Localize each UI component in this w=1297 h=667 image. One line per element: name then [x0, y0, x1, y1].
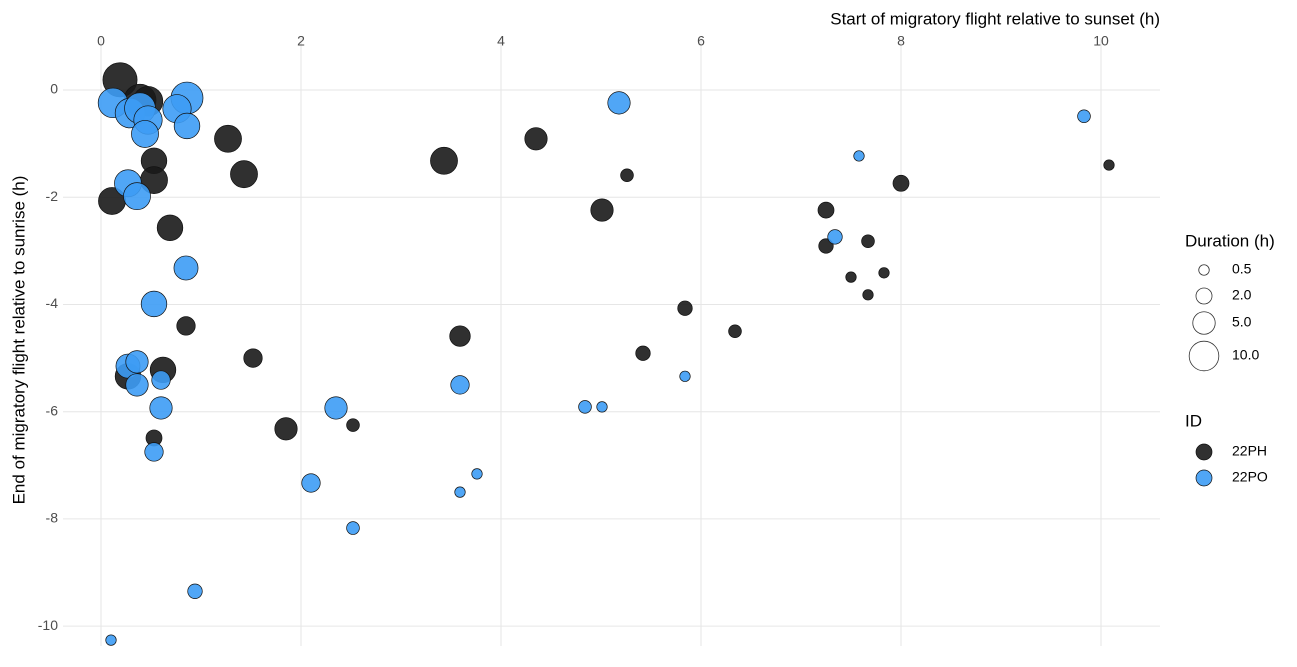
point — [853, 150, 865, 162]
x-tick-label: 6 — [697, 33, 705, 49]
size-legend-key — [1198, 264, 1210, 276]
point — [149, 396, 173, 420]
legend-key — [1195, 443, 1213, 461]
y-tick-label: -10 — [38, 617, 58, 633]
legend-label: 22PO — [1232, 469, 1268, 485]
point — [151, 370, 171, 390]
point — [1103, 159, 1115, 171]
point — [187, 583, 203, 599]
point — [818, 238, 834, 254]
point — [450, 375, 470, 395]
point — [862, 289, 874, 301]
point — [324, 396, 348, 420]
point — [817, 201, 835, 219]
point — [214, 124, 242, 153]
point — [861, 234, 875, 248]
y-tick-label: -4 — [46, 295, 59, 311]
y-tick-label: -8 — [46, 510, 59, 526]
legend-label: 22PH — [1232, 443, 1267, 459]
point — [449, 325, 471, 347]
size-legend-label: 5.0 — [1232, 314, 1252, 330]
point — [125, 373, 149, 397]
point — [590, 198, 614, 222]
y-axis-title: End of migratory flight relative to sunr… — [9, 176, 28, 505]
y-tick-label: -6 — [46, 402, 59, 418]
point — [274, 417, 298, 441]
x-axis-title: Start of migratory flight relative to su… — [830, 9, 1160, 28]
point — [176, 316, 196, 336]
point — [607, 91, 631, 115]
point — [144, 442, 164, 462]
size-legend-key — [1188, 340, 1220, 372]
point — [596, 401, 608, 413]
point — [123, 182, 151, 211]
point — [677, 300, 693, 316]
size-legend-label: 10.0 — [1232, 347, 1259, 363]
point — [892, 174, 910, 192]
point — [1077, 109, 1091, 124]
size-legend-label: 2.0 — [1232, 287, 1252, 303]
point — [346, 521, 360, 535]
point — [173, 112, 201, 140]
legend-key — [1195, 469, 1213, 487]
size-legend-label: 0.5 — [1232, 261, 1252, 277]
size-legend-key — [1195, 287, 1213, 305]
x-tick-label: 8 — [897, 33, 905, 49]
point — [578, 400, 592, 414]
point — [635, 345, 651, 361]
point — [105, 634, 117, 646]
y-tick-label: -2 — [46, 188, 59, 204]
point — [243, 348, 263, 368]
point — [230, 160, 258, 189]
point — [156, 214, 184, 241]
size-legend-title: Duration (h) — [1185, 231, 1275, 250]
x-tick-label: 2 — [297, 33, 305, 49]
point — [454, 486, 466, 498]
point — [430, 146, 458, 175]
point — [524, 127, 548, 151]
point — [827, 229, 843, 245]
point — [728, 324, 742, 339]
point — [620, 168, 634, 183]
size-legend-key — [1192, 311, 1216, 335]
point — [125, 350, 149, 374]
point — [679, 370, 691, 382]
color-legend-title: ID — [1185, 411, 1202, 430]
point — [173, 255, 199, 281]
point — [845, 271, 857, 283]
point — [346, 418, 360, 432]
point — [878, 267, 890, 279]
point — [301, 473, 321, 493]
x-tick-label: 10 — [1093, 33, 1109, 49]
x-tick-label: 0 — [97, 33, 105, 49]
point — [131, 120, 159, 148]
y-tick-label: 0 — [50, 81, 58, 97]
x-tick-label: 4 — [497, 33, 505, 49]
point — [140, 290, 168, 318]
point — [471, 468, 483, 480]
